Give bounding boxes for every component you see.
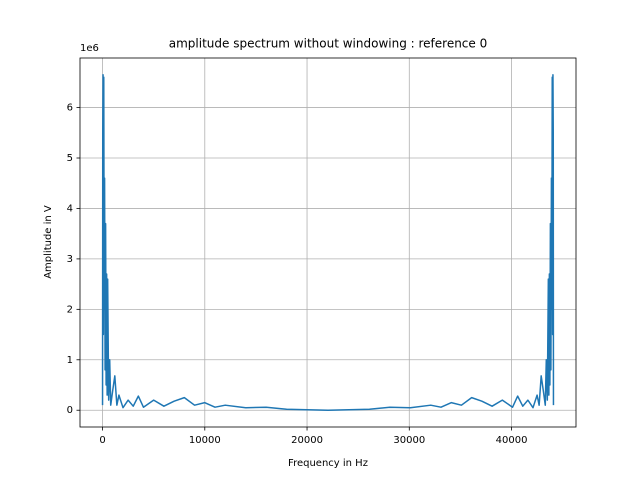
y-tick-label: 3: [67, 254, 73, 265]
data-line: [101, 74, 555, 411]
x-tick-label: 10000: [189, 435, 221, 446]
y-offset-label: 1e6: [80, 43, 99, 54]
x-tick-label: 40000: [496, 435, 528, 446]
x-axis-label: Frequency in Hz: [288, 458, 368, 469]
plot-frame: [79, 57, 577, 428]
y-tick-label: 1: [67, 355, 73, 366]
x-tick-label: 30000: [393, 435, 425, 446]
y-tick-label: 0: [67, 405, 73, 416]
y-tick-label: 2: [67, 304, 73, 315]
chart-title: amplitude spectrum without windowing : r…: [169, 37, 487, 51]
y-tick-label: 5: [67, 153, 73, 164]
x-tick-label: 20000: [291, 435, 323, 446]
y-axis-label: Amplitude in V: [43, 205, 54, 279]
y-tick-label: 6: [67, 103, 73, 114]
y-tick-label: 4: [67, 203, 73, 214]
x-tick-label: 0: [99, 435, 105, 446]
